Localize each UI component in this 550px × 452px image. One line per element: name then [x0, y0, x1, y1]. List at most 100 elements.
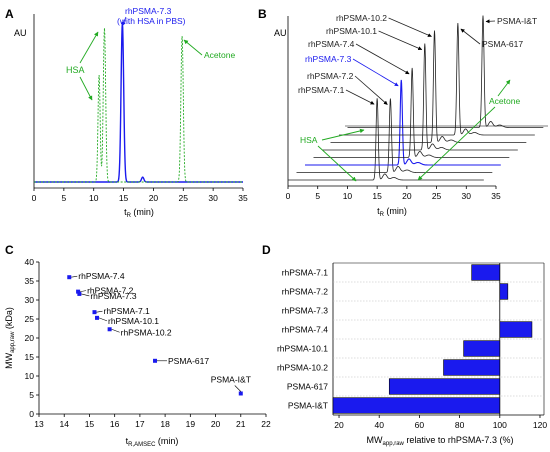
chart-c-label-rhpsma-7-3: rhPSMA-7.3 [90, 291, 137, 301]
chart-d-bar-rhpsma-10-1 [463, 340, 501, 357]
chart-b-xtick-label: 30 [462, 191, 472, 201]
panel-label-a: A [5, 7, 14, 21]
chart-b-arrow-psma-617 [460, 28, 481, 45]
chart-b-xtick-label: 0 [286, 191, 291, 201]
chart-c-point-psma-617 [153, 358, 158, 363]
chart-b-xtick-label: 10 [343, 191, 353, 201]
chart-c-leader [111, 328, 120, 333]
chart-b-label-rhpsma-7-3: rhPSMA-7.3 [305, 54, 352, 64]
chart-c-label-rhpsma-10-1: rhPSMA-10.1 [108, 316, 159, 326]
chart-b-acetone-arrow-2 [497, 79, 511, 97]
chart-d-category-rhpsma-7-4: rhPSMA-7.4 [282, 325, 329, 335]
chart-c-xtick-label: 20 [211, 419, 221, 429]
chart-c-xtick-label: 14 [59, 419, 69, 429]
chart-c-xtick-label: 17 [135, 419, 145, 429]
chart-c-point-rhpsma-7-2 [76, 289, 81, 294]
chart-d-xtick-label: 80 [455, 420, 465, 430]
chart-b-label-psma-i-t: PSMA-I&T [497, 16, 537, 26]
chart-b-label-rhpsma-7-1: rhPSMA-7.1 [298, 85, 345, 95]
chart-c-ylabel: MWapp,raw (kDa) [4, 307, 16, 369]
chart-b-trace-rhpsma-7-2 [296, 98, 493, 173]
chart-c-ytick-label: 35 [25, 276, 35, 286]
chart-c-xtick-label: 18 [160, 419, 170, 429]
chart-c-ytick-label: 30 [25, 295, 35, 305]
chart-d-bar-psma-i-t [332, 397, 501, 414]
chart-c-point-rhpsma-7-3 [77, 291, 82, 296]
chart-a-xtick-label: 25 [179, 193, 189, 203]
chart-b-xtick-label: 15 [372, 191, 382, 201]
chart-c-leader [234, 385, 241, 392]
chart-c-xtick-label: 13 [34, 419, 44, 429]
chart-b-arrow-rhpsma-7-1 [345, 89, 375, 105]
chart-a-xtick-label: 0 [32, 193, 37, 203]
chart-b-acetone-arrow-1 [417, 106, 496, 181]
chart-c-ytick-label: 20 [25, 333, 35, 343]
chart-a-acetone-arrow [183, 39, 203, 56]
chart-c: 13 14 15 16 17 18 19 20 21 22 0 5 10 15 20 25 30 35 40 rhP… [4, 257, 271, 448]
chart-d-xtick-label: 100 [493, 420, 507, 430]
chart-c-label-rhpsma-7-1: rhPSMA-7.1 [103, 306, 150, 316]
chart-d-category-psma-617: PSMA-617 [287, 382, 328, 392]
chart-a-xtick-label: 20 [149, 193, 159, 203]
chart-c-ytick-label: 25 [25, 314, 35, 324]
chart-a-xlabel: tR (min) [124, 207, 154, 219]
chart-a-annotation-condition: (with HSA in PBS) [117, 16, 186, 26]
chart-b-xlabel: tR (min) [377, 206, 407, 218]
chart-c-label-psma-617: PSMA-617 [168, 356, 209, 366]
chart-c-leader [80, 290, 87, 292]
chart-d-category-rhpsma-10-2: rhPSMA-10.2 [277, 363, 328, 373]
chart-d-category-rhpsma-10-1: rhPSMA-10.1 [277, 344, 328, 354]
chart-b-arrow-psma-i-t [485, 19, 496, 24]
chart-a-ylabel: AU [14, 28, 27, 38]
chart-a-annotation-hsa: HSA [66, 65, 85, 75]
chart-c-leader [81, 293, 90, 297]
chart-b-trace-rhpsma-10-1 [322, 43, 518, 151]
chart-d-bar-rhpsma-7-4 [499, 321, 533, 338]
chart-c-leader [98, 317, 108, 322]
chart-d-xtick-label: 40 [374, 420, 384, 430]
chart-b-trace-rhpsma-7-4 [313, 67, 510, 158]
chart-c-ytick-label: 0 [29, 409, 34, 419]
chart-b-label-rhpsma-10-1: rhPSMA-10.1 [326, 26, 377, 36]
chart-a-series-1-line [34, 23, 243, 183]
chart-c-leader [96, 310, 103, 313]
panel-label-d: D [262, 243, 271, 257]
chart-b-trace-rhpsma-7-3 [305, 79, 501, 166]
chart-c-xtick-label: 22 [261, 419, 271, 429]
chart-d-bar-psma-617 [388, 378, 501, 395]
chart-b-arrow-rhpsma-7-4 [355, 43, 410, 75]
chart-a-xtick-label: 35 [238, 193, 248, 203]
chart-b-xtick-label: 5 [315, 191, 320, 201]
chart-b-arrow-rhpsma-10-2 [388, 17, 432, 37]
chart-c-label-psma-i-t: PSMA-I&T [211, 374, 251, 384]
chart-b-annotation-hsa: HSA [300, 135, 318, 145]
chart-d-category-rhpsma-7-3: rhPSMA-7.3 [282, 306, 329, 316]
chart-d-category-rhpsma-7-1: rhPSMA-7.1 [282, 268, 329, 278]
chart-b-ylabel: AU [274, 28, 287, 38]
chart-a: AU 0 5 10 15 20 25 30 35 tR (min) rhPSMA-7.3 (w… [14, 6, 248, 219]
chart-a-compound-arrow [121, 16, 127, 27]
chart-b-label-rhpsma-7-4: rhPSMA-7.4 [308, 39, 355, 49]
chart-a-series-2-line [34, 28, 243, 183]
chart-d-category-rhpsma-7-2: rhPSMA-7.2 [282, 287, 329, 297]
chart-b-xtick-label: 25 [432, 191, 442, 201]
chart-c-xlabel: tR,AMSEC (min) [126, 436, 179, 448]
chart-b-hsa-arrow-1 [317, 145, 357, 182]
chart-a-hsa-arrow-2 [79, 76, 93, 101]
chart-c-ytick-label: 10 [25, 371, 35, 381]
panel-label-b: B [258, 7, 267, 21]
chart-c-ytick-label: 40 [25, 257, 35, 267]
chart-b-hsa-arrow-2 [321, 128, 365, 141]
chart-b: AU 0 5 10 15 20 25 30 35 tR (min) HSA Acetone r… [274, 13, 548, 218]
chart-c-label-rhpsma-7-4: rhPSMA-7.4 [78, 271, 125, 281]
chart-c-ytick-label: 5 [29, 390, 34, 400]
chart-d-category-psma-i-t: PSMA-I&T [288, 401, 328, 411]
chart-b-label-rhpsma-10-2: rhPSMA-10.2 [336, 13, 387, 23]
chart-b-label-rhpsma-7-2: rhPSMA-7.2 [307, 71, 354, 81]
chart-d-bar-rhpsma-10-2 [443, 359, 501, 376]
chart-c-label-rhpsma-10-2: rhPSMA-10.2 [121, 327, 172, 337]
chart-b-arrow-rhpsma-10-1 [378, 30, 423, 51]
chart-c-point-rhpsma-10-1 [95, 315, 100, 320]
chart-a-hsa-arrow-1 [79, 31, 99, 64]
chart-d: rhPSMA-7.1 rhPSMA-7.2 rhPSMA-7.3 rhPSMA-7.4… [277, 262, 547, 447]
